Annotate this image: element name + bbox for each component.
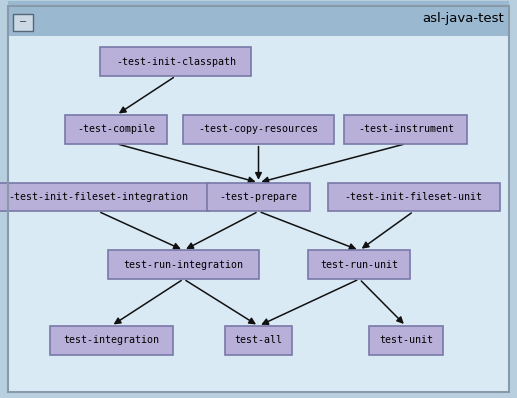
Text: -test-copy-resources: -test-copy-resources xyxy=(199,124,318,135)
FancyBboxPatch shape xyxy=(108,250,259,279)
Text: test-unit: test-unit xyxy=(379,335,433,345)
FancyBboxPatch shape xyxy=(13,14,33,31)
FancyBboxPatch shape xyxy=(8,36,509,392)
Text: test-integration: test-integration xyxy=(63,335,159,345)
FancyBboxPatch shape xyxy=(308,250,410,279)
FancyBboxPatch shape xyxy=(328,183,499,211)
Text: test-all: test-all xyxy=(235,335,282,345)
FancyBboxPatch shape xyxy=(8,1,509,36)
Text: -test-instrument: -test-instrument xyxy=(358,124,454,135)
FancyBboxPatch shape xyxy=(0,183,208,211)
Text: -test-prepare: -test-prepare xyxy=(220,192,297,202)
FancyBboxPatch shape xyxy=(344,115,467,144)
FancyBboxPatch shape xyxy=(225,326,292,355)
FancyBboxPatch shape xyxy=(369,326,443,355)
Text: -test-compile: -test-compile xyxy=(78,124,155,135)
FancyBboxPatch shape xyxy=(207,183,310,211)
Text: test-run-unit: test-run-unit xyxy=(321,259,398,270)
Text: −: − xyxy=(19,17,27,27)
FancyBboxPatch shape xyxy=(183,115,334,144)
Text: -test-init-fileset-unit: -test-init-fileset-unit xyxy=(345,192,482,202)
Text: -test-init-fileset-integration: -test-init-fileset-integration xyxy=(8,192,188,202)
FancyBboxPatch shape xyxy=(50,326,173,355)
FancyBboxPatch shape xyxy=(100,47,251,76)
Text: asl-java-test: asl-java-test xyxy=(422,12,504,25)
Text: -test-init-classpath: -test-init-classpath xyxy=(116,57,236,67)
Text: test-run-integration: test-run-integration xyxy=(124,259,244,270)
FancyBboxPatch shape xyxy=(65,115,168,144)
